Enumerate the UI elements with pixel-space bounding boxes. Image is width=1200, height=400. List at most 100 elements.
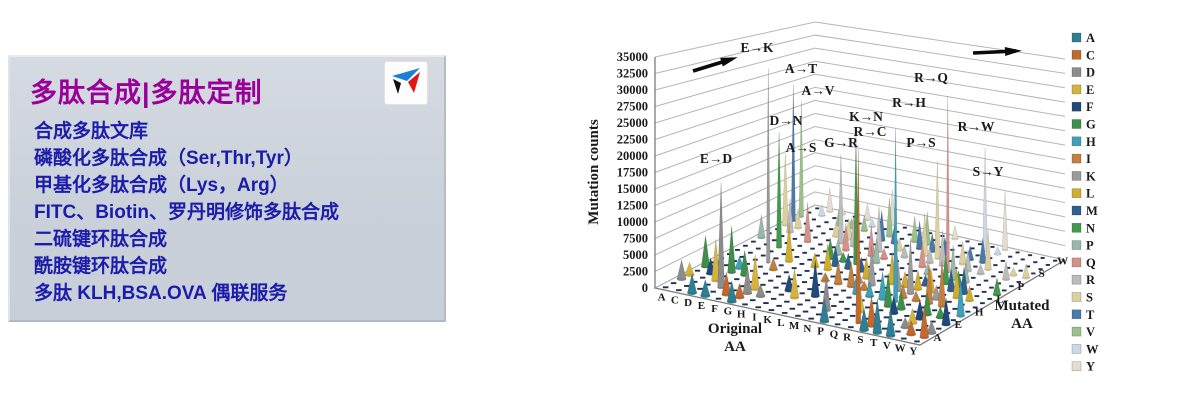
legend-label: R — [1086, 273, 1096, 287]
legend-item: T — [1071, 308, 1095, 322]
legend-item: H — [1071, 135, 1096, 149]
mutation-cone — [841, 223, 850, 251]
mutation-cone — [934, 161, 941, 259]
mutation-cone — [818, 203, 826, 216]
legend-label: S — [1086, 291, 1093, 305]
mutation-cone — [734, 255, 745, 269]
mutation-3d-chart: 35000 32500 30000 27500 25000 22500 20000 17500… — [560, 0, 1200, 400]
mutation-cone — [859, 280, 869, 290]
mutation-cone — [896, 290, 906, 310]
mutation-cone — [726, 280, 737, 302]
mutation-cone — [911, 290, 921, 301]
mutation-cone — [838, 251, 848, 262]
legend-label: F — [1086, 100, 1094, 114]
x-axis-letter: L — [777, 317, 784, 329]
legend-label: N — [1086, 221, 1095, 235]
mutation-cone — [676, 259, 687, 280]
mutation-cone — [820, 271, 830, 282]
mutation-cone — [684, 261, 695, 276]
peak-label: R→W — [958, 119, 995, 134]
legend-label: D — [1086, 66, 1095, 80]
x-axis-letter: C — [671, 294, 679, 306]
z-axis-title: AA — [1011, 316, 1033, 332]
mutation-cone — [907, 307, 918, 324]
legend-item: G — [1071, 118, 1096, 132]
mutation-cone — [921, 213, 929, 256]
mutation-cone — [919, 304, 930, 338]
y-tick-label: 20000 — [617, 149, 648, 163]
mutation-cone — [734, 282, 745, 298]
legend-swatch — [1071, 309, 1082, 320]
legend-swatch — [1071, 274, 1082, 285]
mutation-cone — [895, 237, 904, 251]
legend-label: M — [1086, 204, 1098, 218]
x-axis-letter: P — [817, 326, 824, 338]
mutation-cone — [878, 271, 888, 300]
z-axis-letter: A — [933, 332, 941, 344]
mutation-cone — [935, 305, 946, 318]
y-tick-label: 15000 — [617, 182, 648, 196]
y-tick-label: 7500 — [623, 232, 648, 246]
mutation-cone — [872, 298, 883, 334]
service-item: 合成多肽文库 — [34, 121, 149, 142]
mutation-cone — [798, 101, 804, 218]
mutation-cone — [784, 273, 794, 291]
legend-swatch — [1071, 49, 1082, 60]
mutation-cone — [859, 308, 870, 331]
service-item: 二硫键环肽合成 — [34, 229, 168, 250]
panel-title: 多肽合成|多肽定制 — [30, 78, 263, 108]
z-axis-title: Mutated — [995, 298, 1051, 314]
peak-labels: E→K R→Q R→H R→C A→T K→N A→V D→N R→W P→S E→D G→R A→S S… — [700, 40, 1004, 179]
mutation-cone — [837, 154, 844, 244]
legend-swatch — [1071, 171, 1082, 181]
y-tick-label: 0 — [642, 281, 648, 295]
z-axis-letter: E — [955, 319, 962, 331]
mutation-cone — [868, 217, 876, 227]
mutation-cone — [755, 283, 766, 297]
y-tick-label: 5000 — [623, 248, 648, 262]
mutation-cone — [952, 267, 961, 298]
mutation-cone — [855, 149, 862, 324]
mutation-cone — [938, 230, 947, 266]
x-axis-letter: D — [684, 297, 692, 309]
mutation-3d-chart-svg: 3500032500300002750025000225002000017500… — [586, 21, 1099, 374]
legend-label: E — [1086, 83, 1094, 97]
mutation-cone — [937, 260, 947, 307]
mutation-cone — [900, 270, 910, 287]
mutation-cone — [910, 216, 919, 242]
mutation-cone — [922, 292, 932, 315]
x-axis-letter: T — [870, 337, 878, 349]
mutation-cone — [893, 128, 899, 303]
mutation-cone — [965, 284, 974, 301]
mutation-cone — [833, 260, 843, 284]
direction-arrow-icon — [972, 47, 1022, 57]
legend-item: Y — [1071, 360, 1095, 374]
mutation-cone — [826, 187, 834, 212]
service-list: 合成多肽文库 磷酸化多肽合成（Ser,Thr,Tyr） 甲基化多肽合成（Lys，Ar… — [30, 118, 426, 307]
mutation-cone — [832, 221, 841, 237]
mutation-cone — [862, 257, 871, 279]
z-axis-labels: A E HL P SW — [933, 255, 1068, 344]
mutation-cone — [945, 96, 950, 273]
y-tick-label: 30000 — [617, 83, 648, 97]
mutation-cone — [976, 263, 985, 274]
mutation-cone — [885, 197, 893, 237]
mutation-cone — [700, 278, 711, 297]
legend-label: K — [1086, 169, 1096, 183]
legend-swatch — [1071, 101, 1082, 112]
legend-item: L — [1071, 187, 1094, 201]
x-axis-letter: Q — [830, 328, 839, 340]
legend-swatch — [1071, 292, 1082, 302]
y-tick-label: 32500 — [617, 67, 648, 81]
x-axis-title: Original — [708, 321, 762, 337]
peptide-services-panel: 多肽合成|多肽定制 合成多肽文库 磷酸化多肽合成（Ser,Thr,Tyr） 甲基化多… — [8, 55, 446, 322]
mutation-cone — [1001, 191, 1009, 250]
peak-label: A→V — [802, 83, 835, 98]
z-axis-letter: P — [1018, 281, 1025, 293]
mutation-cone — [915, 299, 925, 320]
mutation-cone — [900, 244, 909, 258]
mutation-cone — [951, 225, 959, 239]
mutation-cone — [766, 68, 771, 263]
peak-label: E→D — [700, 151, 733, 166]
